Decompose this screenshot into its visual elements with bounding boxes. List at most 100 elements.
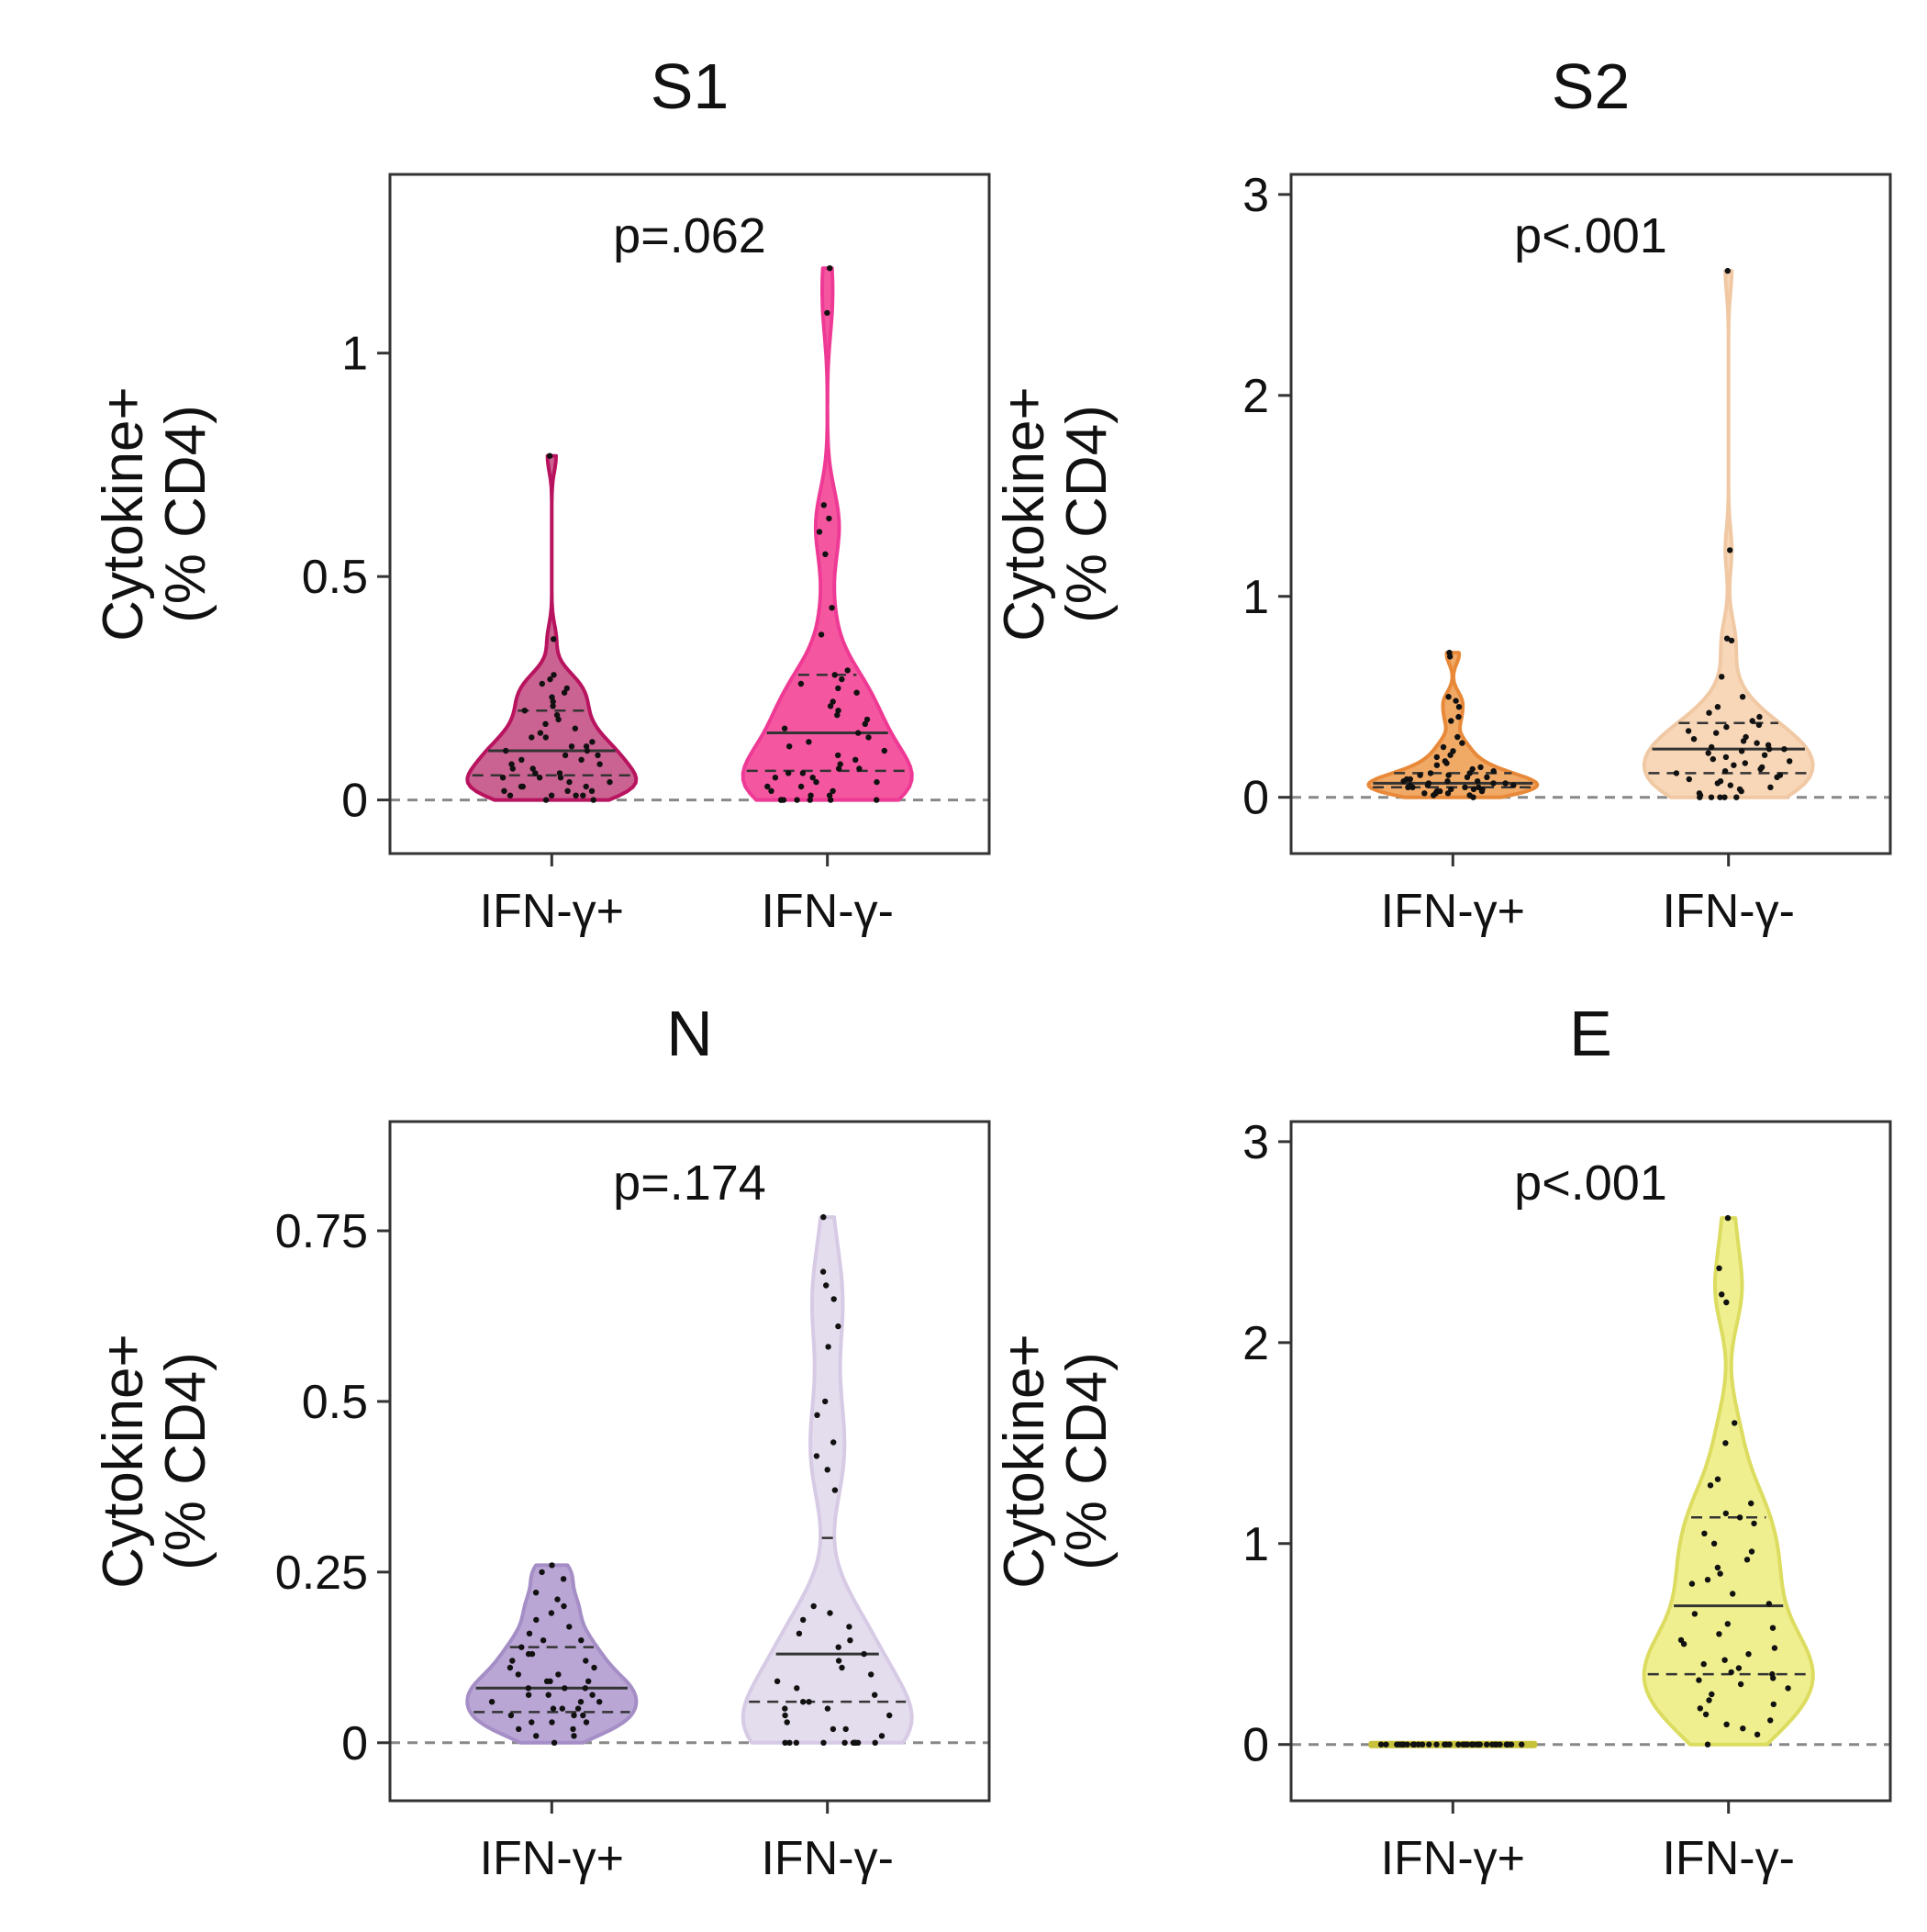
data-point: [1696, 1677, 1702, 1683]
violin-body: [465, 1563, 639, 1745]
data-point: [1707, 1482, 1714, 1489]
data-point: [1685, 728, 1692, 734]
data-point: [1710, 1540, 1718, 1547]
data-point: [1736, 1514, 1743, 1521]
data-point: [573, 792, 579, 798]
data-point: [1774, 774, 1780, 780]
data-point: [1748, 1548, 1755, 1555]
data-point: [1424, 782, 1431, 788]
data-point: [572, 725, 578, 731]
data-point: [1719, 1291, 1725, 1298]
data-point: [852, 756, 859, 763]
data-point: [886, 1712, 893, 1719]
data-point: [547, 676, 553, 683]
data-point: [571, 1712, 577, 1719]
data-point: [800, 1616, 807, 1624]
data-point: [1448, 718, 1454, 724]
y-tick-label: 1: [1242, 1518, 1269, 1571]
data-point: [1771, 1645, 1778, 1651]
data-point: [1489, 1741, 1496, 1748]
data-point: [1453, 698, 1459, 704]
data-point: [578, 756, 585, 763]
data-point: [837, 761, 843, 767]
data-point: [856, 765, 863, 772]
data-point: [583, 1658, 589, 1664]
data-point: [1444, 778, 1451, 785]
data-point: [1714, 780, 1721, 787]
data-point: [507, 792, 514, 798]
data-point: [1761, 752, 1768, 758]
data-point: [521, 708, 528, 714]
data-point: [1739, 694, 1746, 700]
x-tick-label: IFN-γ-: [1662, 1832, 1794, 1885]
data-point: [561, 1603, 567, 1610]
data-point: [525, 1685, 531, 1692]
data-point: [1757, 765, 1764, 773]
data-point: [550, 1705, 557, 1712]
data-point: [1405, 784, 1411, 790]
violin-ifn-pos: [465, 1562, 639, 1747]
y-tick-label: 2: [1242, 370, 1269, 423]
data-point: [503, 747, 509, 754]
data-point: [1737, 1681, 1744, 1688]
violin-ifn-neg: [1642, 267, 1815, 800]
data-point: [868, 1671, 874, 1678]
data-point: [835, 1658, 842, 1664]
y-tick-label: 0.25: [275, 1547, 368, 1600]
data-point: [539, 1569, 545, 1576]
data-point: [1727, 547, 1733, 553]
y-axis-label-line: (% CD4): [154, 1352, 217, 1570]
data-point: [518, 756, 525, 763]
data-point: [499, 775, 507, 781]
data-point: [830, 1725, 837, 1733]
data-point: [1770, 1701, 1777, 1708]
data-point: [1755, 721, 1763, 729]
data-point: [874, 778, 880, 786]
data-point: [1719, 674, 1725, 680]
data-point: [1680, 1641, 1688, 1647]
data-point: [1709, 1691, 1715, 1698]
data-point: [553, 711, 561, 719]
data-point: [1749, 718, 1755, 724]
data-point: [1431, 792, 1437, 798]
y-axis-label: Cytokine+(% CD4): [993, 1334, 1119, 1588]
data-point: [822, 551, 829, 557]
data-point: [1735, 1665, 1743, 1671]
data-point: [1781, 746, 1788, 753]
data-point: [1765, 746, 1773, 753]
data-point: [1716, 1631, 1722, 1637]
data-point: [1443, 1741, 1450, 1748]
data-point: [1400, 1741, 1407, 1748]
panel-title: N: [666, 998, 713, 1069]
y-axis-label-line: Cytokine+: [993, 386, 1056, 641]
data-point: [1691, 1611, 1699, 1617]
data-point: [566, 778, 573, 786]
data-point: [1724, 1621, 1732, 1627]
data-point: [829, 605, 835, 611]
data-point: [1710, 755, 1717, 763]
data-point: [786, 1739, 793, 1747]
data-point: [515, 1671, 521, 1678]
data-point: [1722, 1510, 1730, 1517]
data-point: [533, 1616, 540, 1624]
data-point: [1727, 782, 1734, 788]
data-point: [1433, 1741, 1440, 1748]
data-point: [1702, 1711, 1710, 1718]
data-point: [537, 730, 544, 736]
data-point: [827, 265, 833, 272]
data-point: [583, 1719, 590, 1725]
data-point: [571, 1733, 577, 1739]
data-point: [828, 797, 834, 803]
data-point: [1464, 774, 1471, 780]
data-point: [595, 752, 601, 759]
data-point: [841, 1739, 848, 1747]
data-point: [782, 1712, 788, 1719]
data-point: [1765, 1601, 1773, 1607]
data-point: [1740, 738, 1747, 744]
data-point: [562, 1685, 568, 1692]
violin-ifn-pos: [465, 452, 639, 803]
data-point: [525, 1650, 532, 1658]
plot-frame: [388, 1120, 991, 1803]
data-point: [556, 770, 563, 776]
y-axis-label-line: (% CD4): [154, 405, 217, 623]
